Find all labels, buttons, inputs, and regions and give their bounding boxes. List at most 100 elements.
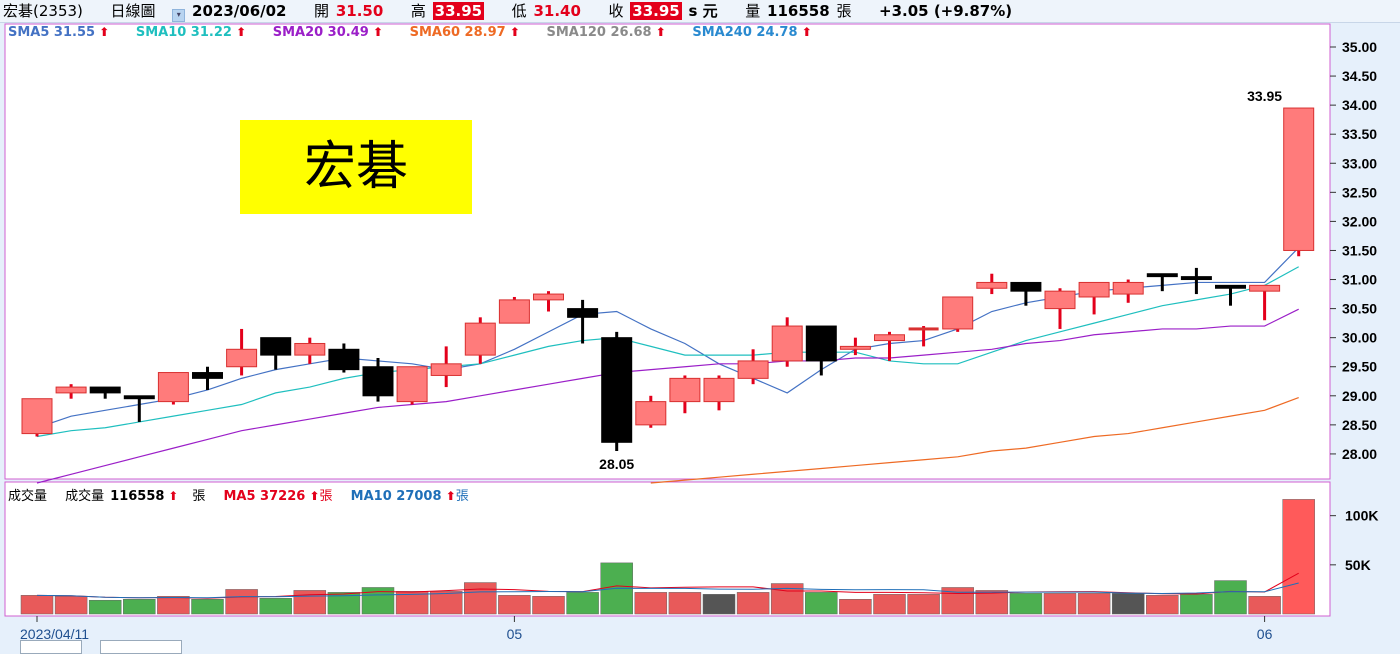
price-tick-label: 30.00 xyxy=(1342,330,1377,346)
x-tick-label: 05 xyxy=(507,626,523,642)
volume-bar xyxy=(1146,595,1179,615)
volume-bar xyxy=(634,592,668,615)
candle-body xyxy=(805,325,837,362)
x-tick-label: 2023/04/11 xyxy=(20,626,89,642)
volume-bar xyxy=(191,599,224,615)
sma-legend: SMA5 31.55 ⬆ SMA10 31.22 ⬆ SMA20 30.49 ⬆… xyxy=(8,25,834,40)
price-tick-label: 35.00 xyxy=(1342,39,1377,55)
volume-pane-title: 成交量 xyxy=(8,489,48,504)
candle-body xyxy=(192,372,223,379)
volume-bar xyxy=(1077,593,1111,615)
volume-bar xyxy=(54,596,88,615)
candle-body xyxy=(226,348,258,368)
price-tick-label: 33.00 xyxy=(1342,155,1377,171)
price-tick-label: 32.50 xyxy=(1342,184,1377,200)
candle-body xyxy=(1180,276,1212,281)
period-label: 日線圖 xyxy=(110,2,156,20)
candle-body xyxy=(89,386,121,394)
price-tick-label: 29.50 xyxy=(1342,359,1377,375)
price-tick-label: 32.00 xyxy=(1342,213,1377,229)
candle-body xyxy=(362,366,394,397)
candle-body xyxy=(771,325,803,362)
candle-body xyxy=(21,398,53,435)
volume-ma10-line xyxy=(36,582,1299,599)
candle-body xyxy=(737,360,769,379)
candle-body xyxy=(464,322,496,356)
price-tick-label: 31.50 xyxy=(1342,242,1377,258)
low-label: 低 xyxy=(511,2,527,20)
volume-bar xyxy=(839,599,872,615)
volume-bar xyxy=(805,592,838,615)
sma60-legend: SMA60 28.97 ⬆ xyxy=(409,25,520,40)
currency-label: s 元 xyxy=(688,2,718,20)
price-tick-label: 33.50 xyxy=(1342,126,1377,142)
volume-legend: 成交量 成交量 116558 ⬆ 張 MA5 37226 ⬆張 MA10 27008… xyxy=(8,485,483,504)
volume-bar xyxy=(429,591,463,615)
price-tick-label: 34.50 xyxy=(1342,68,1377,84)
volume-bar xyxy=(736,592,770,615)
bottom-control-1[interactable] xyxy=(20,640,82,654)
volume-bar xyxy=(1282,499,1315,615)
stock-name: 宏碁(2353) xyxy=(3,2,83,20)
candle-body xyxy=(1078,281,1110,298)
candle-body xyxy=(839,345,871,350)
volume-bar xyxy=(975,590,1009,615)
open-label: 開 xyxy=(314,2,330,20)
volume-unit: 張 xyxy=(836,2,852,20)
price-annotation: 28.05 xyxy=(599,456,634,472)
candle-body xyxy=(1146,273,1178,278)
price-change: +3.05 (+9.87%) xyxy=(879,2,1013,20)
volume-bar xyxy=(225,589,258,615)
candle-body xyxy=(669,377,701,403)
volume-bar xyxy=(88,599,122,615)
candle-body xyxy=(908,327,939,331)
sma-line-sma10 xyxy=(36,266,1299,438)
quote-header: 宏碁(2353) 日線圖 ▾ 2023/06/02 開 31.50 高 33.9… xyxy=(0,0,1400,23)
volume-bar xyxy=(668,592,702,615)
candle-body xyxy=(1249,284,1281,292)
volume-tick-label: 50K xyxy=(1345,557,1371,573)
volume-bar xyxy=(498,595,531,615)
price-tick-label: 31.00 xyxy=(1342,272,1377,288)
volume-bar xyxy=(327,592,361,615)
sma20-legend: SMA20 30.49 ⬆ xyxy=(272,25,384,40)
candle-body xyxy=(942,296,974,330)
candle-body xyxy=(874,334,905,342)
candle-body xyxy=(1215,284,1246,289)
volume-value: 116558 xyxy=(767,2,830,20)
candle-body xyxy=(328,348,360,371)
sma-line-sma60 xyxy=(650,396,1299,484)
volume-bar xyxy=(1009,593,1043,615)
candle-body xyxy=(55,386,87,394)
volume-bar xyxy=(702,594,736,615)
bottom-control-2[interactable] xyxy=(100,640,182,654)
candle-body xyxy=(601,337,633,443)
close-value: 33.95 xyxy=(630,2,682,20)
candle-body xyxy=(498,299,530,324)
candle-body xyxy=(1044,290,1076,310)
volume-bar xyxy=(1214,580,1247,615)
candle-body xyxy=(1112,281,1144,295)
candle-body xyxy=(1283,107,1315,251)
volume-bar xyxy=(20,595,54,615)
dropdown-icon[interactable]: ▾ xyxy=(172,9,186,22)
candle-body xyxy=(703,377,735,403)
volume-bar xyxy=(1043,593,1077,615)
volume-bar xyxy=(157,596,190,615)
candle-body xyxy=(123,395,155,400)
company-logo-text: 宏碁 xyxy=(240,120,472,214)
price-tick-label: 34.00 xyxy=(1342,97,1377,113)
price-tick-label: 29.00 xyxy=(1342,388,1377,404)
candle-body xyxy=(396,366,428,403)
candle-body xyxy=(157,372,189,403)
sma5-legend: SMA5 31.55 ⬆ xyxy=(8,25,110,40)
volume-bar xyxy=(464,582,497,615)
volume-bar xyxy=(395,591,429,615)
quote-date: 2023/06/02 xyxy=(192,2,287,20)
volume-bar xyxy=(259,598,292,615)
high-label: 高 xyxy=(410,2,426,20)
volume-tick-label: 100K xyxy=(1345,508,1378,524)
candle-body xyxy=(294,342,326,356)
sma240-legend: SMA240 24.78 ⬆ xyxy=(692,25,812,40)
